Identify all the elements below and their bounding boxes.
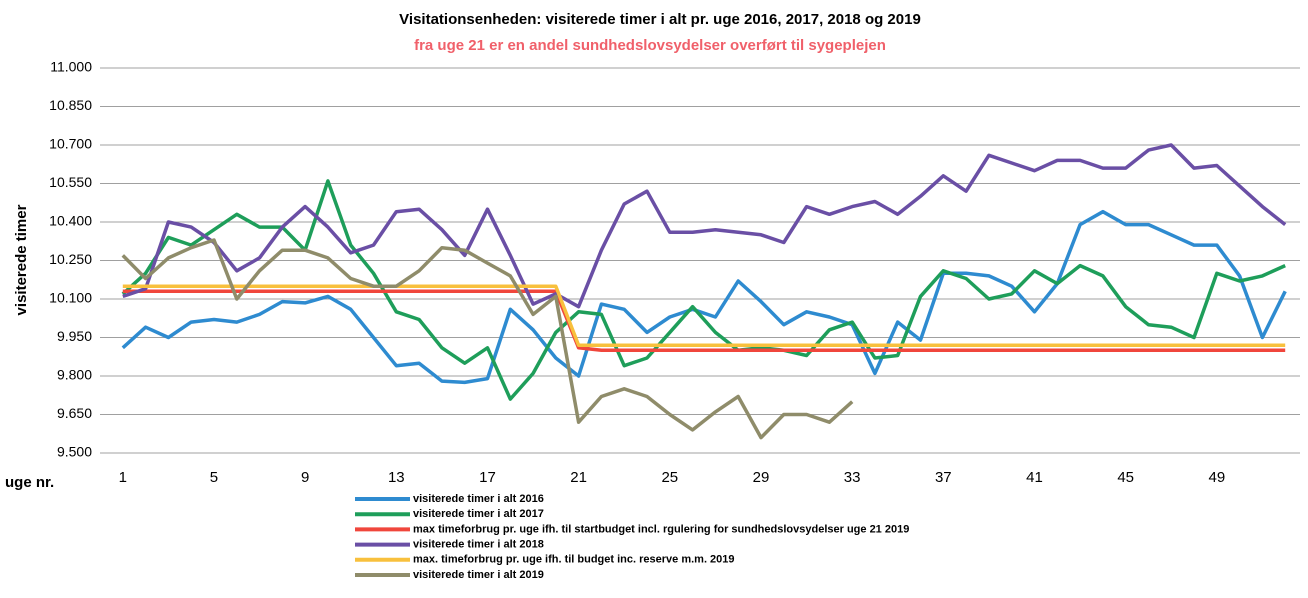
y-tick-label: 10.700 xyxy=(49,136,92,152)
x-tick-label: 45 xyxy=(1117,469,1134,486)
series-line xyxy=(122,284,1286,347)
chart-title: Visitationsenheden: visiterede timer i a… xyxy=(399,11,921,28)
legend-label: visiterede timer i alt 2019 xyxy=(413,569,544,581)
y-tick-label: 10.550 xyxy=(49,174,92,190)
y-tick-label: 10.100 xyxy=(49,290,92,306)
x-tick-label: 21 xyxy=(570,469,587,486)
y-tick-label: 9.500 xyxy=(57,444,92,460)
y-tick-label: 9.800 xyxy=(57,367,92,383)
y-axis-label: visiterede timer xyxy=(13,204,30,315)
series-line xyxy=(122,143,1287,309)
y-tick-label: 10.850 xyxy=(49,97,92,113)
legend-label: visiterede timer i alt 2017 xyxy=(413,508,544,520)
series-line xyxy=(122,289,1286,353)
x-tick-label: 1 xyxy=(119,469,127,486)
x-tick-label: 37 xyxy=(935,469,952,486)
y-tick-label: 9.650 xyxy=(57,405,92,421)
series-line xyxy=(121,209,1287,385)
x-axis-label: uge nr. xyxy=(5,474,54,491)
legend-label: max timeforbrug pr. uge ifh. til startbu… xyxy=(413,523,909,535)
legend-label: visiterede timer i alt 2016 xyxy=(413,493,544,505)
y-tick-label: 11.000 xyxy=(50,59,92,75)
legend-label: max. timeforbrug pr. uge ifh. til budget… xyxy=(413,554,735,566)
x-tick-label: 13 xyxy=(388,469,405,486)
series-line xyxy=(121,238,854,440)
x-tick-label: 41 xyxy=(1026,469,1043,486)
x-tick-label: 29 xyxy=(753,469,770,486)
legend-label: visiterede timer i alt 2018 xyxy=(413,539,544,551)
y-tick-label: 10.400 xyxy=(49,213,92,229)
chart-subtitle: fra uge 21 er en andel sundhedslovsydels… xyxy=(414,37,886,54)
y-tick-label: 9.950 xyxy=(57,328,92,344)
x-tick-label: 5 xyxy=(210,469,218,486)
x-tick-label: 33 xyxy=(844,469,861,486)
x-tick-label: 25 xyxy=(661,469,678,486)
x-tick-label: 17 xyxy=(479,469,496,486)
y-tick-label: 10.250 xyxy=(49,251,92,267)
x-tick-label: 9 xyxy=(301,469,309,486)
x-tick-label: 49 xyxy=(1208,469,1225,486)
